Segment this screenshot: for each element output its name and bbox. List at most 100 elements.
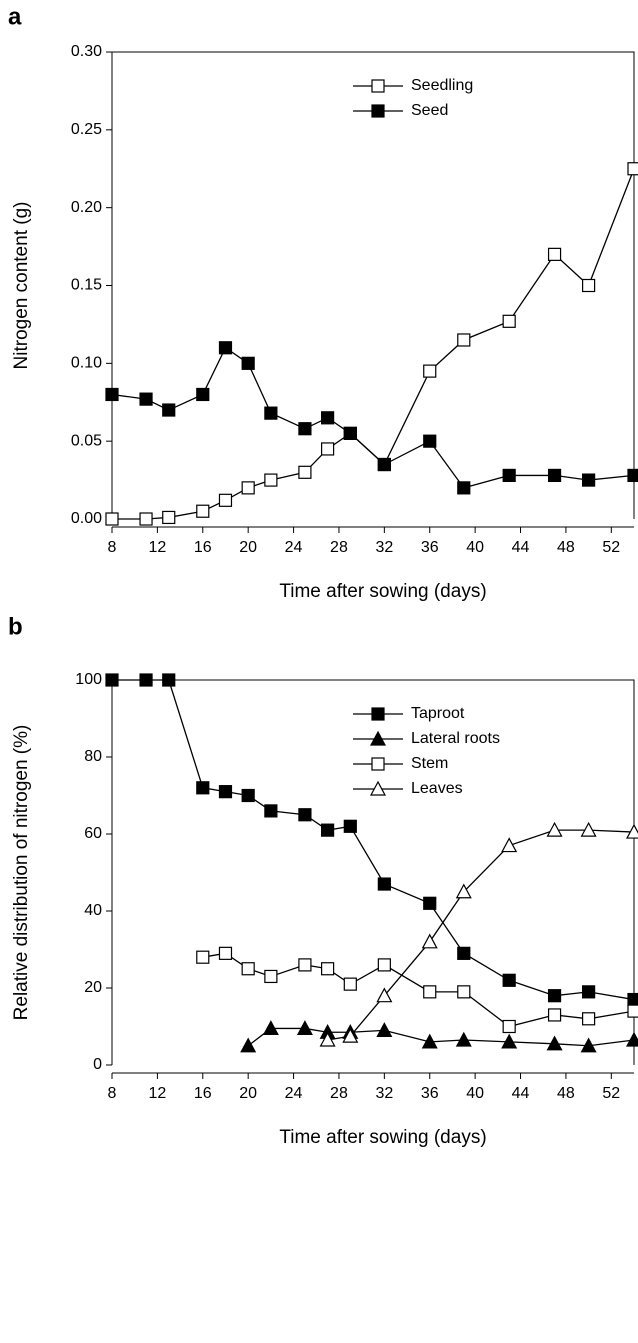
marker <box>502 973 516 987</box>
marker <box>139 673 153 687</box>
marker <box>423 985 437 999</box>
marker <box>502 314 516 328</box>
x-tick-label: 28 <box>330 1085 348 1102</box>
y-tick-label: 0 <box>93 1056 102 1073</box>
x-axis-title: Time after sowing (days) <box>279 581 486 602</box>
marker <box>241 481 255 495</box>
marker <box>162 673 176 687</box>
marker <box>501 1033 518 1049</box>
x-tick-label: 8 <box>108 1085 117 1102</box>
series-line <box>112 679 635 1001</box>
x-tick-label: 44 <box>512 539 530 556</box>
panel-label: a <box>8 3 22 30</box>
legend-marker <box>369 780 387 796</box>
marker <box>241 962 255 976</box>
y-tick-label: 80 <box>84 748 102 765</box>
marker <box>502 1019 516 1034</box>
marker <box>218 341 233 355</box>
marker <box>342 1027 359 1043</box>
y-tick-label: 100 <box>75 671 102 688</box>
marker <box>580 821 597 837</box>
marker <box>196 781 210 795</box>
marker <box>457 333 471 347</box>
marker <box>240 1037 257 1053</box>
x-tick-label: 52 <box>602 539 620 556</box>
marker <box>139 392 153 406</box>
marker <box>423 364 437 378</box>
marker <box>241 788 255 803</box>
x-tick-label: 40 <box>466 539 484 556</box>
y-tick-label: 0.10 <box>71 355 102 372</box>
y-tick-label: 20 <box>84 979 102 996</box>
marker <box>627 162 638 176</box>
legend-marker <box>369 730 387 746</box>
marker <box>264 969 278 984</box>
marker <box>343 977 357 991</box>
marker <box>321 823 335 837</box>
marker <box>262 1020 279 1036</box>
x-tick-label: 24 <box>285 539 303 556</box>
marker <box>457 481 471 495</box>
legend-marker <box>371 707 385 721</box>
marker <box>501 837 518 853</box>
legend-label: Lateral roots <box>411 730 500 747</box>
marker <box>455 883 472 899</box>
x-tick-label: 32 <box>375 539 393 556</box>
marker <box>162 403 176 417</box>
marker <box>264 406 278 420</box>
x-axis-title: Time after sowing (days) <box>279 1127 486 1148</box>
legend-marker <box>371 104 385 118</box>
marker <box>627 1004 638 1018</box>
marker <box>264 804 278 818</box>
series-line <box>202 952 635 1028</box>
marker <box>319 1031 336 1047</box>
legend-marker <box>371 79 385 93</box>
plot-area <box>105 162 638 526</box>
series-line <box>247 1027 635 1047</box>
marker <box>105 673 119 687</box>
x-tick-label: 52 <box>602 1085 620 1102</box>
marker <box>321 442 335 456</box>
x-tick-label: 32 <box>375 1085 393 1102</box>
plot-area <box>105 673 638 1053</box>
marker <box>296 1020 313 1036</box>
x-tick-label: 20 <box>239 539 257 556</box>
series-line <box>111 346 635 489</box>
marker <box>298 808 312 822</box>
marker <box>582 278 596 293</box>
marker <box>457 946 471 960</box>
marker <box>298 465 312 479</box>
y-tick-label: 0.15 <box>71 277 102 294</box>
plot-frame <box>111 679 635 1065</box>
marker <box>582 1012 596 1026</box>
marker <box>625 1031 638 1047</box>
series-line <box>327 829 635 1041</box>
x-tick-label: 12 <box>148 539 166 556</box>
x-tick-label: 48 <box>557 539 575 556</box>
marker <box>627 468 638 483</box>
legend-label: Taproot <box>411 705 465 722</box>
y-tick-label: 0.05 <box>71 432 102 449</box>
panel-label: b <box>8 613 23 640</box>
marker <box>162 510 176 525</box>
marker <box>455 1031 472 1047</box>
marker <box>218 946 233 960</box>
y-axis-title: Relative distribution of nitrogen (%) <box>11 725 32 1021</box>
marker <box>139 512 153 526</box>
y-axis-title: Nitrogen content (g) <box>11 202 32 370</box>
marker <box>298 958 312 972</box>
x-tick-label: 16 <box>194 539 212 556</box>
x-tick-label: 24 <box>285 1085 303 1102</box>
marker <box>376 1022 393 1037</box>
marker <box>218 493 233 507</box>
marker <box>218 785 233 799</box>
x-tick-label: 8 <box>108 539 117 556</box>
marker <box>105 387 119 402</box>
marker <box>582 473 596 487</box>
marker <box>423 896 437 910</box>
x-tick-label: 48 <box>557 1085 575 1102</box>
y-tick-label: 40 <box>84 902 102 919</box>
x-tick-label: 20 <box>239 1085 257 1102</box>
legend-label: Leaves <box>411 780 463 797</box>
